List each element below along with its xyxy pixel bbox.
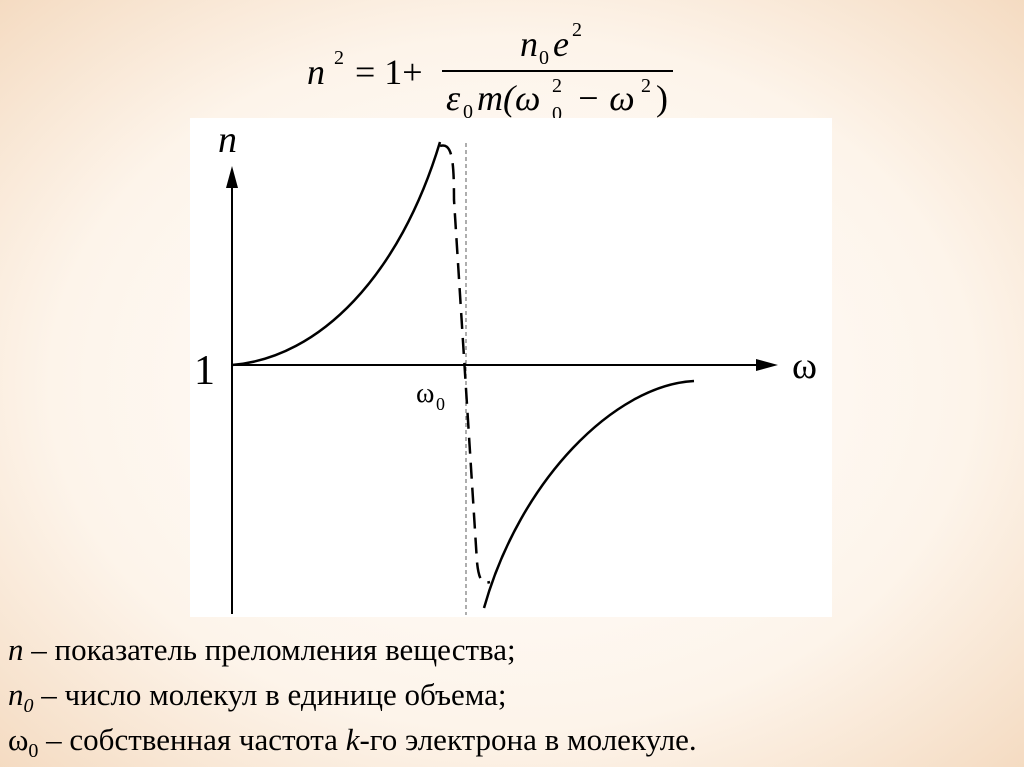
note-symbol: n [8, 677, 24, 712]
x-mark-sub: 0 [436, 394, 445, 414]
denominator: ) [656, 78, 668, 118]
numerator-sub: 0 [539, 47, 549, 69]
note-symbol: ω [8, 722, 28, 757]
numerator: n [520, 24, 538, 64]
note: n0 – число молекул в единице объема; [8, 677, 507, 717]
note-sub: 0 [28, 740, 38, 762]
note-symbol: n [8, 632, 24, 667]
formula-exp: 2 [334, 47, 344, 69]
denominator-exp: 2 [641, 75, 651, 97]
x-label: ω [792, 345, 817, 387]
formula-lhs: n [307, 52, 325, 92]
x-arrow [756, 359, 778, 371]
curve-right [482, 379, 695, 609]
numerator: e [553, 24, 569, 64]
denominator: m(ω [477, 78, 540, 118]
note-sub: 0 [24, 695, 34, 717]
y-label: n [218, 119, 237, 161]
formula-rhs: = 1+ [355, 52, 423, 92]
note-text: – собственная частота [38, 722, 345, 757]
y-mark: 1 [194, 348, 215, 394]
denominator-exp: 2 [552, 75, 562, 97]
curve-left [231, 141, 442, 367]
note-text: – число молекул в единице объема; [34, 677, 507, 712]
note-text: -го электрона в молекуле. [359, 722, 696, 757]
note-text: – показатель преломления вещества; [24, 632, 516, 667]
graph-panel [190, 118, 832, 617]
denominator: ε [446, 78, 461, 118]
note: n – показатель преломления вещества; [8, 632, 516, 667]
graph: n ω 1 ω 0 [190, 118, 832, 617]
note: ω0 – собственная частота k-го электрона … [8, 722, 697, 762]
curve-absorption [439, 144, 491, 584]
denominator: − ω [576, 78, 635, 118]
numerator-exp: 2 [572, 19, 582, 41]
denominator-sub: 0 [463, 101, 473, 123]
x-mark: ω [416, 378, 434, 409]
formula: n 2 = 1+ n 0 e 2 ε 0 m(ω 0 2 − ω 2 ) [307, 19, 673, 125]
denominator-sub: 0 [552, 103, 562, 125]
note-symbol: k [346, 722, 361, 757]
y-arrow [226, 166, 238, 188]
notes: n – показатель преломления вещества; n0 … [8, 632, 697, 762]
